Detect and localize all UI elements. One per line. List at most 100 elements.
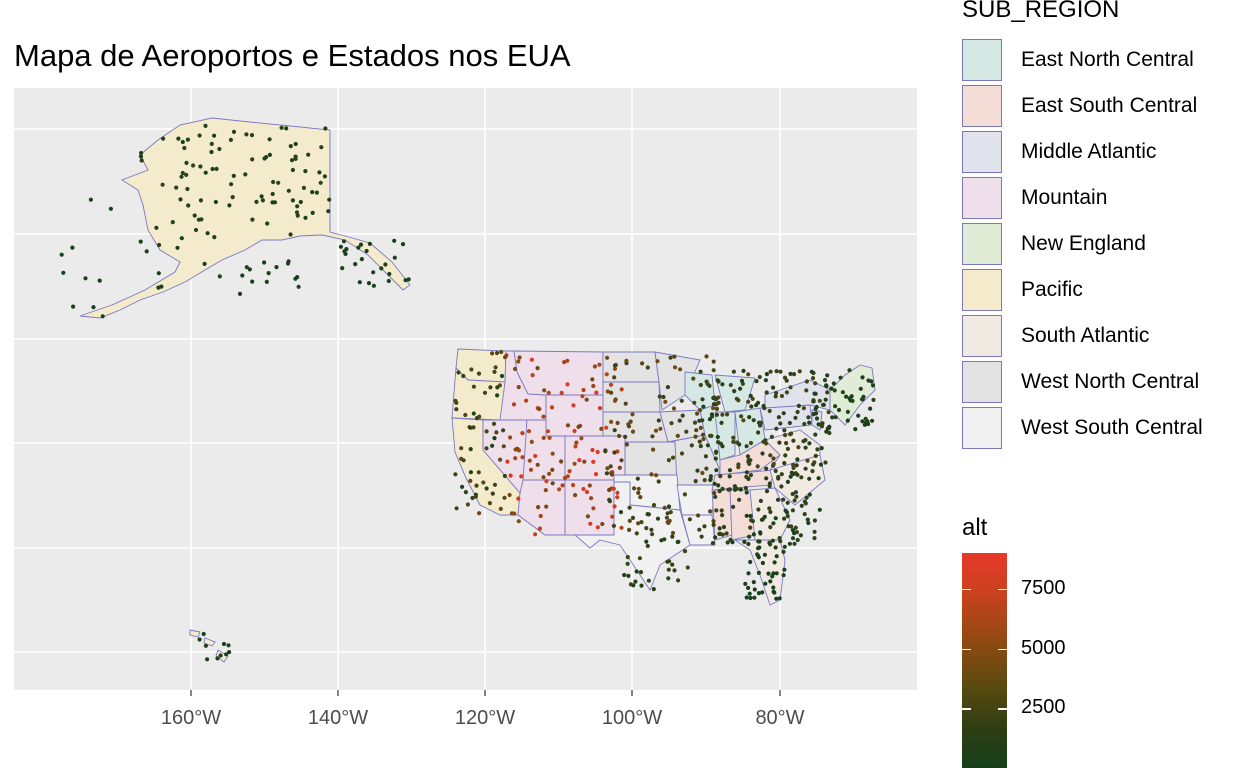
- subregion-legend-key: [962, 361, 1002, 403]
- airport-point: [508, 473, 513, 478]
- airport-point: [768, 453, 773, 458]
- airport-point: [594, 390, 599, 395]
- airport-point: [577, 458, 582, 463]
- airport-point: [711, 359, 716, 364]
- airport-point: [785, 514, 790, 519]
- subregion-legend-item: West South Central: [962, 406, 1242, 450]
- airport-point: [670, 534, 675, 539]
- airport-point: [640, 361, 645, 366]
- airport-point: [810, 376, 816, 381]
- airport-point: [59, 252, 64, 257]
- airport-point: [696, 513, 701, 518]
- airport-point: [739, 378, 745, 383]
- alt-legend-title: alt: [962, 514, 988, 541]
- airport-point: [744, 595, 749, 600]
- airport-point: [807, 441, 812, 446]
- airport-point: [326, 209, 331, 214]
- x-tick-label: 100°W: [602, 707, 662, 729]
- airport-point: [784, 378, 789, 383]
- airport-point: [612, 428, 617, 433]
- airport-point: [759, 517, 765, 522]
- airport-point: [736, 465, 741, 470]
- airport-point: [717, 526, 722, 531]
- airport-point: [793, 471, 798, 476]
- airport-point: [798, 533, 804, 538]
- airport-point: [829, 386, 834, 391]
- airport-point: [636, 521, 641, 526]
- airport-point: [604, 471, 610, 476]
- airport-point: [584, 397, 589, 402]
- airport-point: [755, 464, 760, 469]
- airport-point: [762, 514, 767, 519]
- airport-point: [666, 458, 672, 463]
- airport-point: [182, 145, 187, 151]
- airport-point: [700, 397, 705, 402]
- airport-point: [473, 494, 478, 499]
- airport-point: [748, 595, 753, 601]
- airport-point: [815, 447, 820, 452]
- airport-point: [543, 488, 548, 493]
- airport-point: [651, 587, 656, 592]
- airport-point: [747, 591, 752, 596]
- airport-point: [762, 552, 768, 557]
- airport-point: [613, 397, 618, 402]
- airport-point: [650, 532, 655, 537]
- airport-point: [303, 169, 308, 174]
- airport-point: [144, 249, 149, 254]
- airport-point: [705, 443, 711, 448]
- airport-point: [760, 590, 765, 595]
- airport-point: [764, 466, 769, 471]
- airport-point: [495, 393, 500, 398]
- airport-point: [860, 419, 865, 424]
- airport-point: [817, 507, 822, 512]
- airport-point: [712, 481, 717, 486]
- airport-point: [676, 578, 681, 583]
- airport-point: [649, 527, 654, 532]
- airport-point: [636, 490, 641, 495]
- airport-point: [227, 203, 232, 208]
- state-minnesota: [654, 351, 701, 411]
- airport-point: [689, 443, 694, 448]
- airport-point: [217, 274, 222, 279]
- airport-point: [139, 158, 144, 163]
- airport-point: [701, 436, 706, 442]
- airport-point: [776, 415, 782, 420]
- airport-point: [752, 595, 757, 600]
- airport-point: [757, 374, 762, 380]
- airport-point: [625, 555, 630, 560]
- airport-point: [138, 239, 143, 244]
- map-title: Mapa de Aeroportos e Estados nos EUA: [14, 38, 571, 73]
- airport-point: [682, 549, 688, 554]
- airport-point: [638, 495, 643, 500]
- airport-point: [770, 538, 776, 543]
- airport-point: [264, 155, 269, 160]
- airport-point: [212, 235, 217, 240]
- airport-point: [630, 412, 635, 417]
- airport-point: [267, 152, 272, 157]
- airport-point: [306, 152, 311, 157]
- airport-point: [754, 403, 759, 408]
- airport-point: [666, 520, 671, 526]
- airport-point: [818, 462, 824, 467]
- airport-point: [250, 279, 255, 284]
- airport-point: [154, 225, 159, 230]
- airport-point: [582, 459, 587, 464]
- airport-point: [541, 435, 546, 440]
- airport-point: [197, 133, 202, 138]
- airport-point: [244, 132, 249, 137]
- airport-point: [654, 473, 659, 478]
- airport-point: [692, 400, 697, 405]
- airport-point: [776, 476, 781, 481]
- airport-point: [793, 525, 798, 530]
- airport-point: [870, 383, 876, 388]
- airport-point: [203, 170, 208, 175]
- airport-point: [803, 466, 808, 471]
- airport-point: [625, 561, 630, 566]
- airport-point: [581, 387, 586, 393]
- airport-point: [231, 173, 236, 178]
- airport-point: [756, 539, 761, 544]
- airport-point: [340, 266, 345, 271]
- airport-point: [670, 530, 676, 536]
- airport-point: [645, 365, 650, 370]
- airport-point: [773, 516, 778, 521]
